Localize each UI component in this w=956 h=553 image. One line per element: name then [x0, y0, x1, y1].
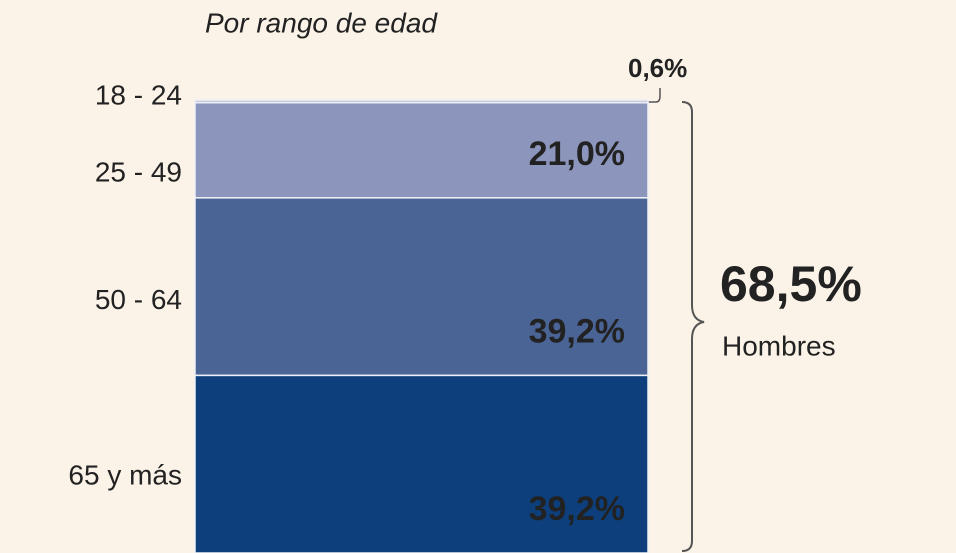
- value-label: 39,2%: [529, 312, 625, 350]
- bar-segment: [194, 101, 649, 199]
- brace: [681, 101, 705, 552]
- value-label: 21,0%: [529, 135, 625, 173]
- value-label: 0,6%: [628, 53, 687, 83]
- value-label: 39,2%: [529, 490, 625, 528]
- chart-title: Por rango de edad: [205, 7, 438, 38]
- category-label: 65 y más: [68, 460, 182, 491]
- bar-segment: [194, 197, 649, 377]
- category-label: 25 - 49: [95, 157, 182, 188]
- bar-segment: [194, 374, 649, 553]
- category-label: 50 - 64: [95, 284, 182, 315]
- total-label: 68,5%: [720, 256, 862, 312]
- small-bracket: [648, 88, 661, 103]
- total-caption: Hombres: [722, 330, 836, 361]
- category-label: 18 - 24: [95, 80, 182, 111]
